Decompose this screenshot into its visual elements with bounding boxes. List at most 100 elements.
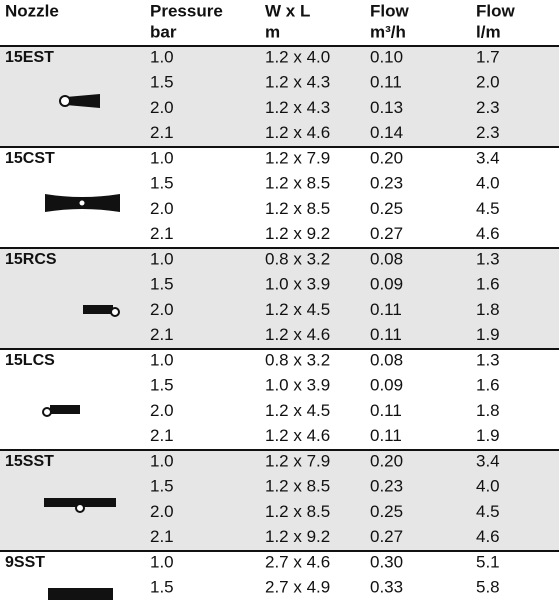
nozzle-name: 15LCS	[5, 352, 55, 369]
cell: 2.3	[476, 98, 500, 117]
cell: 0.11	[370, 426, 402, 445]
cell: 1.2 x 4.5	[265, 401, 330, 420]
cell: 0.13	[370, 98, 403, 117]
cell: 0.11	[370, 325, 402, 344]
cell: 0.11	[370, 300, 402, 319]
nozzle-icon	[79, 200, 85, 206]
cell: 2.3	[476, 123, 500, 142]
cell: 1.2 x 9.2	[265, 527, 330, 546]
cell: 1.8	[476, 300, 500, 319]
group-background	[0, 248, 559, 349]
nozzle-icon	[50, 405, 80, 414]
column-title: Flow	[370, 1, 409, 20]
cell: 1.3	[476, 350, 500, 369]
cell: 1.0	[150, 47, 174, 66]
cell: 0.08	[370, 249, 403, 268]
cell: 1.0	[150, 451, 174, 470]
cell: 4.0	[476, 174, 500, 193]
cell: 0.27	[370, 527, 403, 546]
cell: 1.0 x 3.9	[265, 275, 330, 294]
cell: 0.25	[370, 502, 403, 521]
cell: 0.09	[370, 275, 403, 294]
cell: 1.6	[476, 376, 500, 395]
cell: 1.8	[476, 401, 500, 420]
cell: 1.0	[150, 552, 174, 571]
cell: 0.08	[370, 350, 403, 369]
cell: 3.4	[476, 451, 500, 470]
cell: 0.10	[370, 47, 403, 66]
cell: 2.1	[150, 426, 174, 445]
nozzle-icon	[110, 307, 120, 317]
cell: 0.27	[370, 224, 403, 243]
cell: 1.2 x 7.9	[265, 451, 330, 470]
cell: 0.11	[370, 401, 402, 420]
nozzle-name: 15SST	[5, 453, 54, 470]
cell: 1.7	[476, 47, 500, 66]
cell: 1.2 x 4.6	[265, 123, 330, 142]
column-unit: l/m	[476, 22, 501, 41]
cell: 0.20	[370, 451, 403, 470]
cell: 2.7 x 4.6	[265, 552, 330, 571]
cell: 1.3	[476, 249, 500, 268]
cell: 4.5	[476, 199, 500, 218]
nozzle-icon	[48, 588, 113, 600]
cell: 2.1	[150, 224, 174, 243]
column-unit: m³/h	[370, 22, 406, 41]
nozzle-icon	[66, 94, 100, 108]
column-unit: m	[265, 22, 280, 41]
cell: 1.2 x 4.5	[265, 300, 330, 319]
cell: 2.0	[476, 73, 500, 92]
cell: 0.20	[370, 148, 403, 167]
cell: 2.0	[150, 98, 174, 117]
cell: 1.5	[150, 376, 174, 395]
nozzle-name: 15CST	[5, 150, 55, 167]
cell: 0.8 x 3.2	[265, 350, 330, 369]
cell: 1.2 x 4.3	[265, 73, 330, 92]
column-title: Flow	[476, 1, 515, 20]
cell: 1.5	[150, 73, 174, 92]
column-title: Nozzle	[5, 1, 59, 20]
cell: 2.0	[150, 300, 174, 319]
nozzle-icon	[75, 503, 85, 513]
cell: 1.0	[150, 249, 174, 268]
cell: 1.0	[150, 148, 174, 167]
cell: 0.30	[370, 552, 403, 571]
cell: 2.7 x 4.9	[265, 578, 330, 597]
cell: 4.6	[476, 224, 500, 243]
cell: 1.5	[150, 477, 174, 496]
nozzle-icon	[83, 305, 113, 314]
cell: 1.2 x 4.6	[265, 426, 330, 445]
cell: 0.09	[370, 376, 403, 395]
cell: 1.2 x 8.5	[265, 199, 330, 218]
cell: 1.2 x 4.6	[265, 325, 330, 344]
cell: 0.25	[370, 199, 403, 218]
cell: 0.23	[370, 477, 403, 496]
nozzle-icon	[42, 407, 52, 417]
cell: 1.0 x 3.9	[265, 376, 330, 395]
cell: 2.1	[150, 123, 174, 142]
cell: 4.0	[476, 477, 500, 496]
cell: 1.9	[476, 325, 500, 344]
cell: 4.6	[476, 527, 500, 546]
cell: 1.2 x 8.5	[265, 477, 330, 496]
cell: 5.1	[476, 552, 500, 571]
cell: 1.2 x 4.3	[265, 98, 330, 117]
nozzle-icon	[59, 95, 71, 107]
cell: 1.2 x 8.5	[265, 502, 330, 521]
cell: 1.5	[150, 275, 174, 294]
cell: 1.2 x 9.2	[265, 224, 330, 243]
cell: 1.6	[476, 275, 500, 294]
cell: 2.1	[150, 325, 174, 344]
cell: 0.8 x 3.2	[265, 249, 330, 268]
cell: 1.2 x 7.9	[265, 148, 330, 167]
cell: 0.33	[370, 578, 403, 597]
column-title: Pressure	[150, 1, 223, 20]
cell: 0.11	[370, 73, 402, 92]
cell: 3.4	[476, 148, 500, 167]
cell: 1.2 x 4.0	[265, 47, 330, 66]
cell: 1.0	[150, 350, 174, 369]
cell: 0.23	[370, 174, 403, 193]
nozzle-icon	[44, 498, 116, 507]
cell: 2.1	[150, 527, 174, 546]
